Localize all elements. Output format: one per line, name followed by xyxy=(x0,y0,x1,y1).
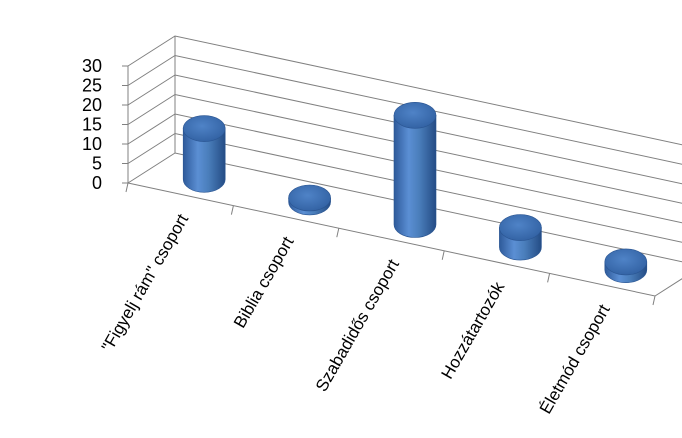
x-tick-label: "Figyelj rám" csoport xyxy=(98,211,192,356)
y-tick-label: 15 xyxy=(82,115,102,135)
bar xyxy=(393,102,437,238)
x-tick-label: Hozzátartozók xyxy=(438,278,509,382)
plot-frame xyxy=(127,35,682,297)
bar xyxy=(288,184,331,216)
bar-top xyxy=(182,115,226,142)
x-tick xyxy=(336,228,340,238)
y-tick-label: 10 xyxy=(82,134,102,154)
bar-body xyxy=(393,115,437,238)
x-tick-label: Biblia csoport xyxy=(230,233,298,331)
bar xyxy=(182,115,226,193)
x-tick xyxy=(230,205,234,215)
bar xyxy=(604,248,648,283)
y-tick-label: 5 xyxy=(92,154,102,174)
x-tick xyxy=(441,250,445,260)
x-tick-label: Életmód csoport xyxy=(536,301,614,417)
x-tick xyxy=(125,182,129,193)
y-tick-label: 0 xyxy=(92,173,102,193)
bar-top xyxy=(499,214,542,241)
y-tick-label: 20 xyxy=(82,95,102,115)
x-tick xyxy=(652,295,656,306)
y-tick-label: 30 xyxy=(82,56,102,76)
bars xyxy=(182,102,648,283)
bar-body xyxy=(182,128,226,193)
bar-top xyxy=(393,102,437,129)
bar xyxy=(499,214,542,261)
y-tick-label: 25 xyxy=(82,76,102,96)
bar-top xyxy=(288,184,331,212)
x-tick xyxy=(547,273,551,283)
bar-top xyxy=(604,248,648,276)
x-tick-label: Szabadidős csoport xyxy=(312,256,403,395)
